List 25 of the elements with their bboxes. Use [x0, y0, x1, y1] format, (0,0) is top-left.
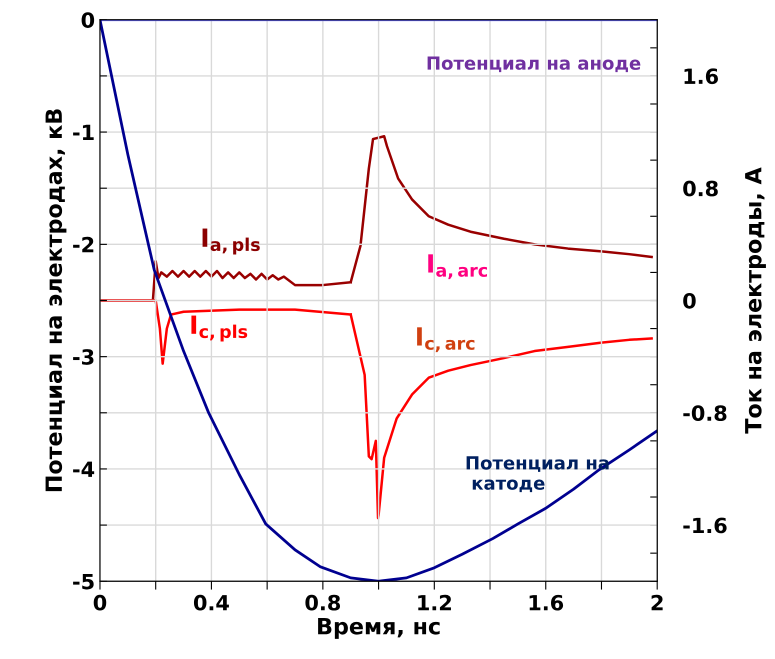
- y-tick-label: -5: [73, 574, 94, 590]
- series-label: I$_{a,pls}$: [202, 228, 260, 255]
- y2-tick-label: 0: [683, 292, 696, 309]
- y-tick-label: -4: [73, 462, 94, 477]
- y2-tick-label: -1.6: [683, 518, 727, 534]
- x-tick-label: 0.4: [194, 594, 229, 611]
- text: Потенциал на аноде: [428, 56, 640, 72]
- y-tick-label: -1: [73, 124, 94, 140]
- x-tick-label: 0: [94, 594, 106, 611]
- x-axis-title: Время, нс: [318, 618, 440, 639]
- y2-tick-label: -0.8: [683, 405, 726, 422]
- y-tick-label: -3: [73, 349, 94, 365]
- y2-axis-title: Ток на электроды, А: [745, 167, 766, 434]
- x-tick-label: 0.8: [305, 594, 340, 611]
- x-tick-label: 1.6: [530, 594, 564, 611]
- series-label: I$_{a,arc}$: [428, 254, 487, 280]
- series-label: I$_{c,arc}$: [417, 327, 474, 352]
- y2-tick-label: 1.6: [684, 68, 718, 84]
- x-tick-label: 2: [652, 594, 663, 610]
- y-tick-label: -2: [73, 236, 94, 252]
- x-tick-label: 1.2: [418, 594, 451, 610]
- y2-tick-label: 0.8: [683, 180, 718, 196]
- y-tick-label: 0: [82, 12, 94, 28]
- y-axis-title: Потенциал на электродах, кВ: [46, 109, 66, 492]
- series-label: I$_{c,pls}$: [191, 316, 248, 342]
